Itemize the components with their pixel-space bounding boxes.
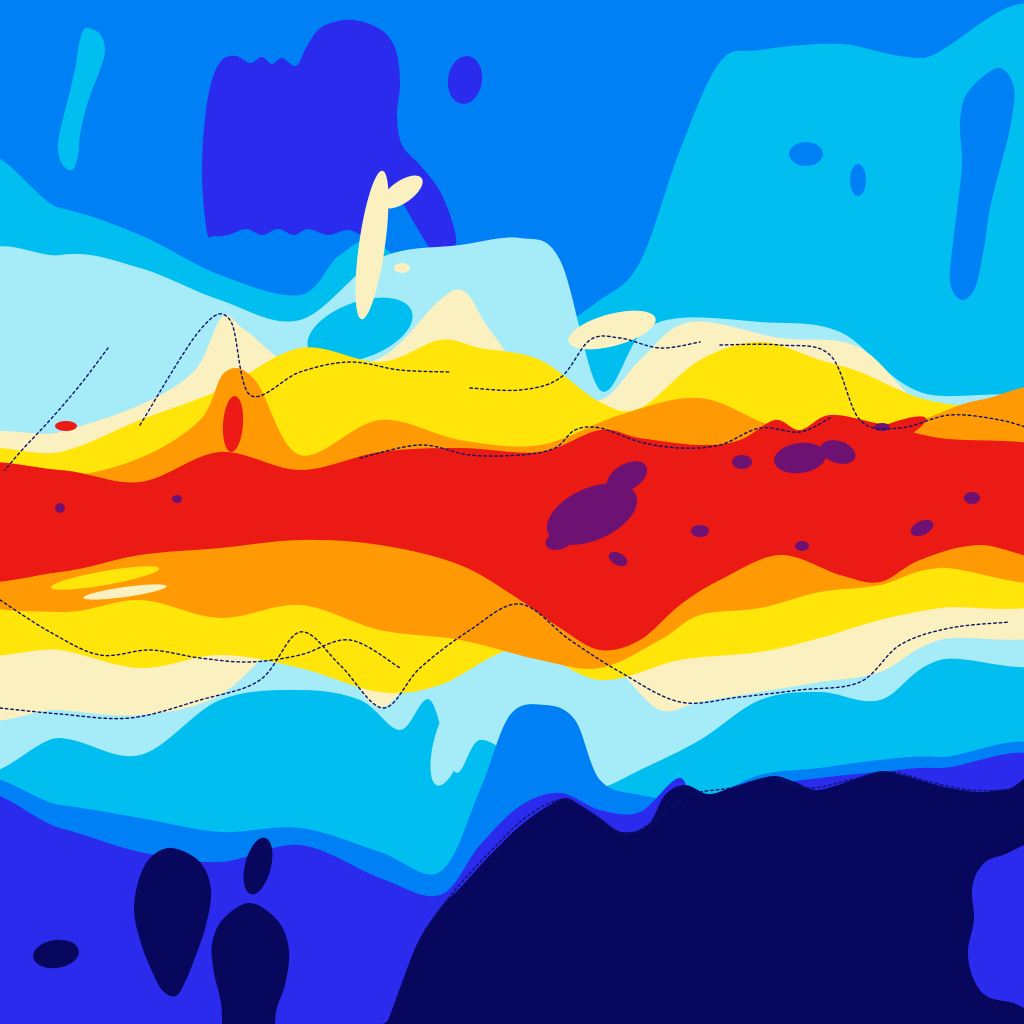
contour-upper-right	[719, 343, 1024, 430]
blob-hottest-blob-9	[691, 525, 709, 537]
contour-left-diagonal	[4, 347, 109, 471]
blob-dodger-island-1	[789, 142, 823, 166]
contour-upper-mid	[469, 335, 701, 392]
blob-cream-streak-bottom-left	[83, 584, 167, 600]
blob-coldest-finger	[243, 837, 273, 895]
contour-lower-left	[0, 599, 401, 669]
blob-cyan-tendril-top-left	[57, 27, 105, 171]
blob-dodger-tongue-right	[949, 67, 1015, 301]
blob-dodger-island-2	[850, 164, 866, 196]
blob-coldest-blob-left-column	[211, 902, 290, 1024]
blob-hottest-speck-14	[874, 423, 890, 431]
blob-cream-wisp-mid	[568, 310, 656, 350]
blob-hottest-speck-12	[172, 495, 182, 503]
blob-hottest-blob-5	[820, 440, 856, 464]
blob-hottest-blob-core	[546, 483, 638, 545]
blob-yellow-streak-2	[50, 566, 160, 590]
blob-hottest-blob-2	[606, 461, 648, 493]
blob-coldest-blob-left-tall	[133, 847, 212, 997]
blob-hottest-blob-7	[910, 519, 934, 537]
blob-hottest-blob-3	[545, 530, 575, 550]
blob-cream-patch-2	[394, 263, 410, 273]
blob-very-cold-tongue-bottom-right	[967, 845, 1024, 1009]
blob-pale-tail-swirl	[430, 698, 468, 786]
blob-hottest-blob-11	[795, 541, 809, 551]
contour-core-top	[359, 417, 831, 459]
blob-cyan-bay-island	[307, 297, 413, 363]
blob-hottest-blob-10	[608, 551, 628, 567]
blob-cream-patch-1	[357, 261, 379, 281]
blob-hottest-blob-4	[774, 442, 826, 474]
blob-coldest-oval-far-left	[33, 939, 79, 969]
blob-royal-blob-top-large	[201, 19, 457, 261]
blob-hottest-blob-8	[964, 492, 980, 504]
blob-hottest-blob-6	[732, 455, 752, 469]
contour-upper-left	[139, 313, 451, 426]
blob-red-spot-left	[55, 421, 77, 431]
contour-navy-edge	[424, 771, 1011, 931]
contour-lower-cream	[0, 603, 1011, 720]
blob-hottest-speck-13	[55, 503, 65, 513]
blob-cream-tendril-stem	[355, 170, 389, 320]
blob-coldest-mass-bottom-right	[382, 770, 1024, 1024]
band-very-hot-band	[0, 414, 1024, 651]
blob-red-streak-column	[222, 396, 244, 452]
blob-royal-blob-top-small	[447, 56, 483, 104]
blob-cream-tendril-hook	[381, 175, 423, 209]
